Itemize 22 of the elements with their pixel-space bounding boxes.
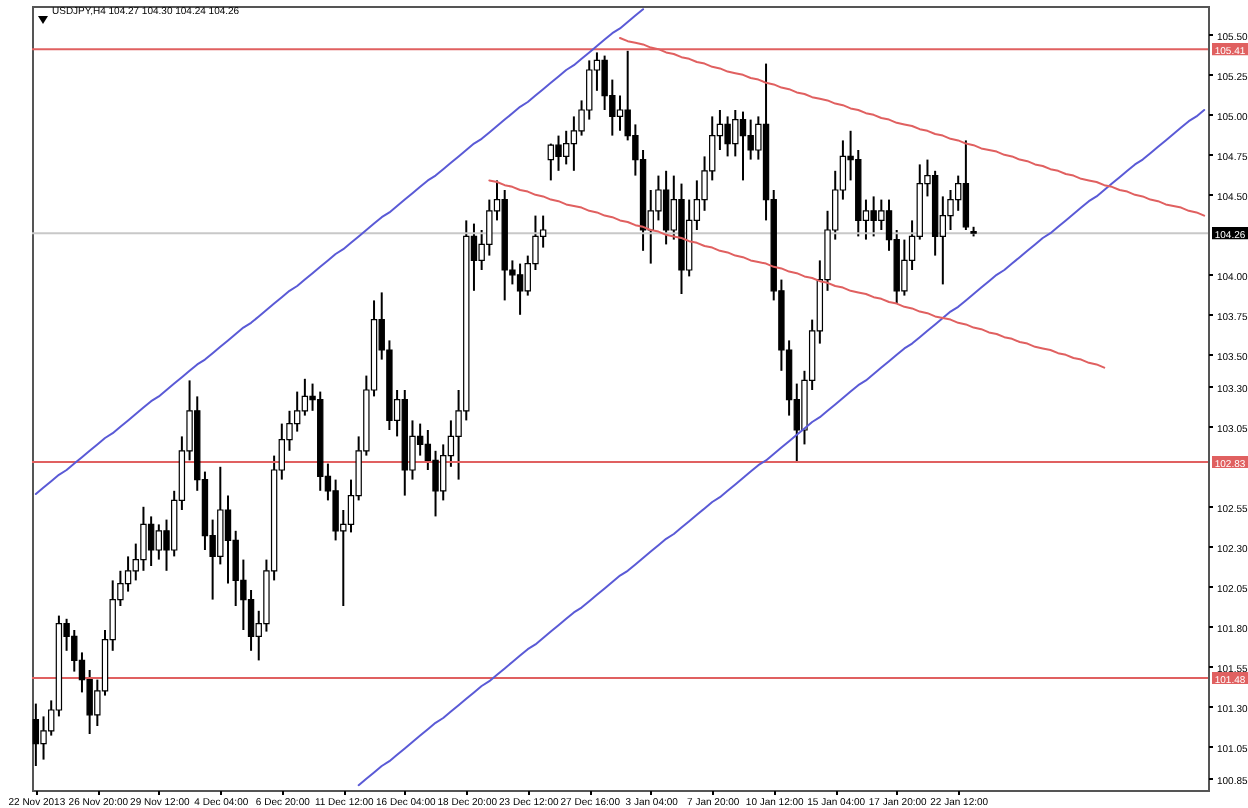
candlestick [301,377,309,417]
candlestick [155,523,163,561]
candlestick [570,115,578,172]
candlestick [547,142,555,182]
candlestick [739,110,747,182]
candlestick [662,169,670,246]
line-series [357,109,1206,787]
line-series [34,8,645,495]
line-series [488,179,1106,369]
candlestick [293,390,301,433]
candlestick [724,115,731,158]
candlestick [870,195,877,238]
candlestick [140,505,147,572]
candlestick [563,129,570,166]
candlestick [224,494,232,585]
candlestick [32,702,40,767]
candlestick [616,94,624,132]
candlestick [124,555,132,593]
candlestick [555,134,562,172]
candlestick [516,262,524,316]
candlestick [962,139,970,231]
candlestick [147,515,155,567]
